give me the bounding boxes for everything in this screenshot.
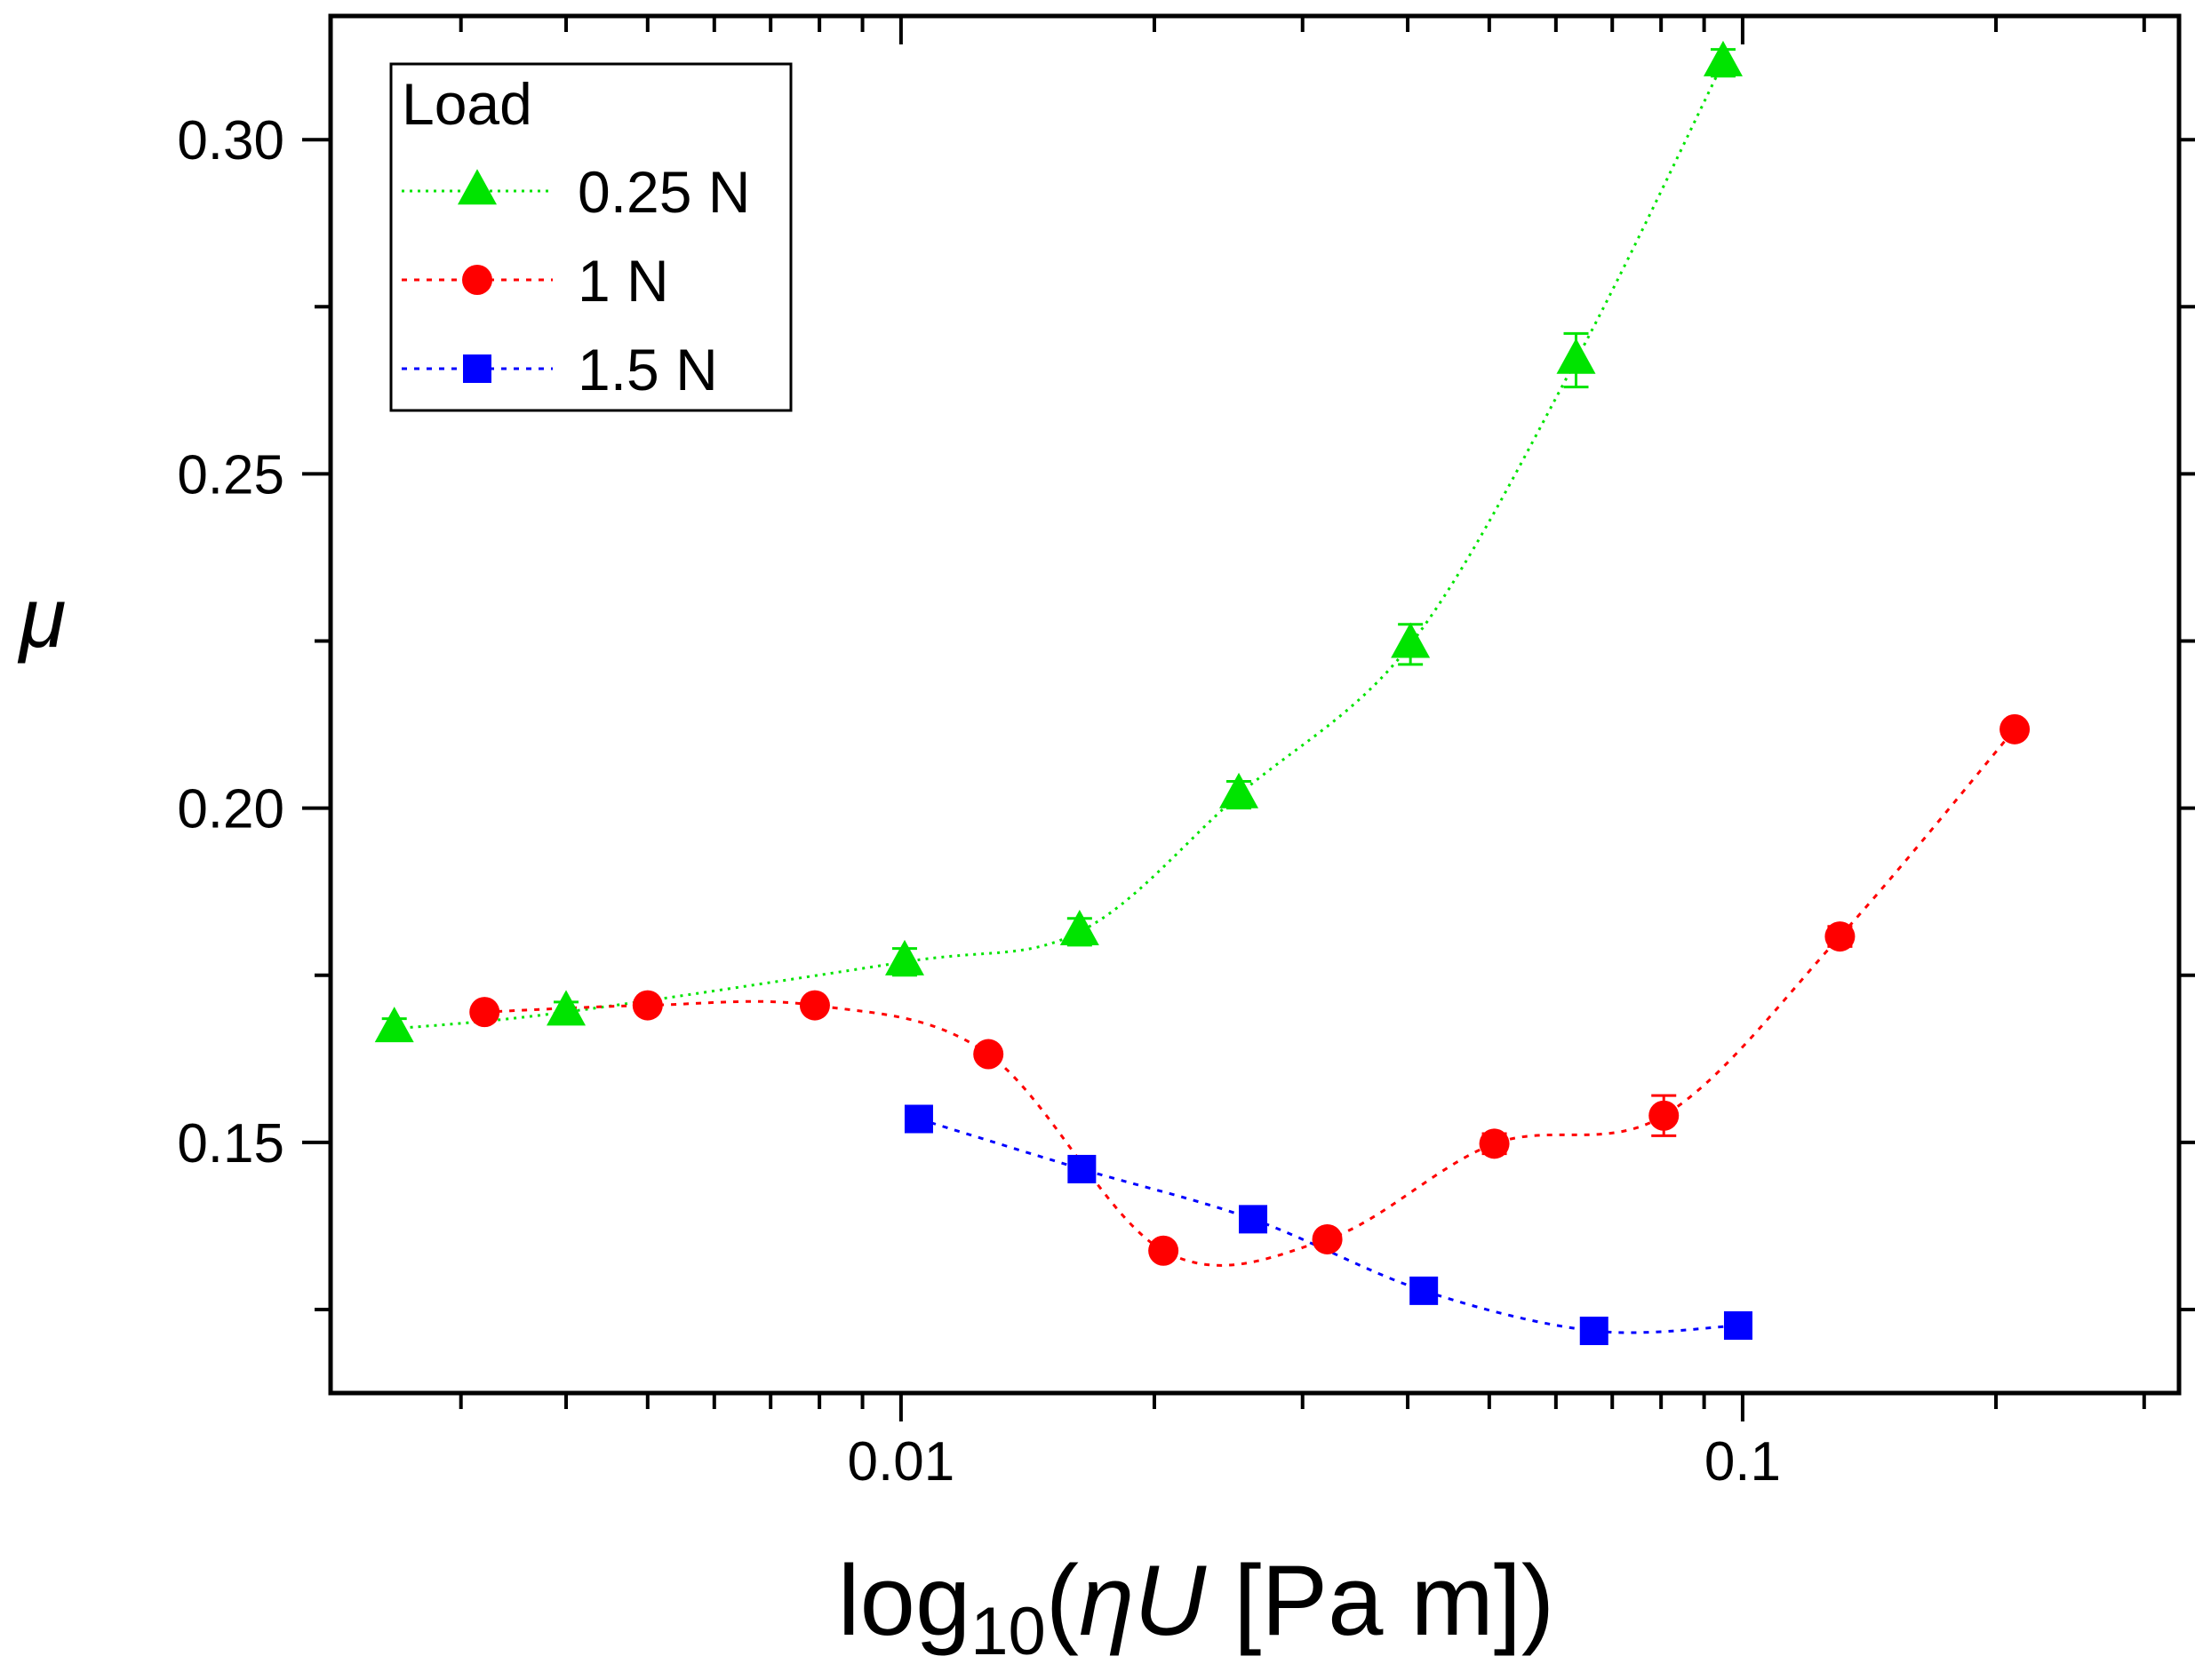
data-point	[632, 990, 663, 1021]
data-point	[1312, 1223, 1343, 1254]
data-point	[1059, 910, 1099, 946]
legend-label: 1.5 N	[578, 337, 718, 402]
data-point	[1999, 713, 2031, 744]
x-axis-title-eta: η	[1079, 1545, 1134, 1656]
x-axis-title-unit: [Pa m])	[1206, 1545, 1554, 1656]
data-point	[547, 990, 587, 1026]
x-tick-label: 0.01	[848, 1431, 955, 1493]
legend-marker	[458, 169, 497, 205]
y-tick-label: 0.20	[177, 779, 284, 840]
data-point	[1239, 1205, 1268, 1234]
data-point	[1579, 1317, 1608, 1346]
data-point	[1067, 1154, 1097, 1183]
y-tick-label: 0.30	[177, 110, 284, 171]
series-line	[394, 62, 1725, 1031]
legend-marker	[462, 265, 492, 295]
x-axis-title-subscript: 10	[970, 1594, 1046, 1669]
legend-title: Load	[402, 71, 532, 137]
data-point	[1703, 40, 1743, 76]
data-point	[1391, 622, 1431, 658]
legend-entries: 0.25 N 1 N 1.5 N	[402, 159, 750, 402]
series-markers	[374, 40, 2031, 1346]
axis-ticks	[302, 16, 2195, 1421]
data-point	[1648, 1100, 1680, 1131]
plot-frame	[328, 13, 2182, 1396]
x-axis-title: log10(ηU [Pa m])	[838, 1545, 1554, 1669]
legend-box	[389, 62, 793, 412]
y-tick-label: 0.15	[177, 1113, 284, 1174]
y-tick-label: 0.25	[177, 444, 284, 506]
x-axis-title-open: (	[1046, 1545, 1079, 1656]
legend: Load 0.25 N 1 N 1.5 N	[389, 62, 793, 412]
x-axis-title-prefix: log	[838, 1545, 970, 1656]
data-point	[469, 997, 500, 1028]
data-point	[1556, 338, 1596, 374]
data-point	[1479, 1128, 1510, 1159]
series-line	[484, 728, 2016, 1267]
legend-label: 1 N	[578, 248, 669, 314]
x-axis-title-u: U	[1134, 1545, 1207, 1656]
data-point	[1723, 1311, 1752, 1341]
x-tick-label: 0.1	[1704, 1431, 1781, 1493]
data-point	[884, 939, 924, 975]
data-point	[799, 990, 830, 1021]
data-point	[973, 1039, 1004, 1070]
y-axis-title: μ	[17, 570, 67, 665]
data-point	[1824, 921, 1856, 952]
data-point	[374, 1007, 414, 1043]
data-point	[1409, 1276, 1439, 1305]
axis-tick-labels: 0.01 0.1 0.15 0.20 0.25 0.30	[177, 110, 1781, 1493]
legend-marker	[463, 354, 491, 383]
data-point	[904, 1104, 933, 1134]
legend-label: 0.25 N	[578, 159, 750, 225]
data-point	[1148, 1235, 1179, 1266]
data-point	[1219, 772, 1259, 808]
